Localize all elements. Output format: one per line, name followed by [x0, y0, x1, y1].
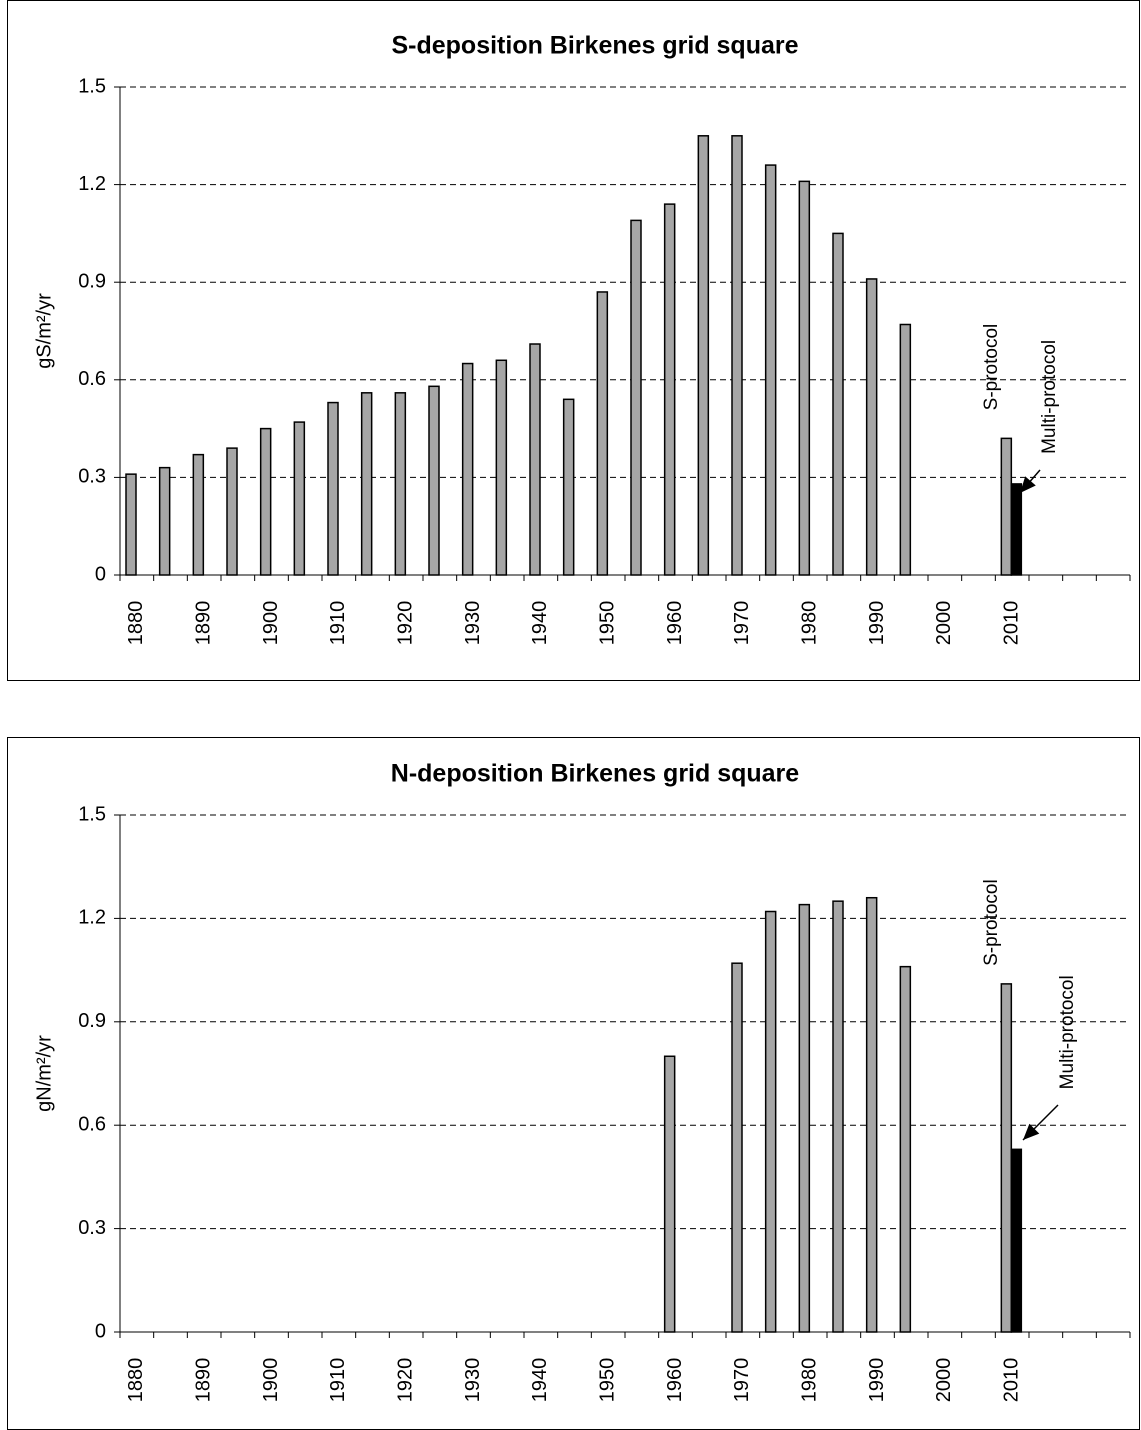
- bar: [697, 135, 710, 576]
- y-tick-label: 0: [95, 1320, 106, 1342]
- bar: [529, 343, 541, 576]
- annotation: S-protocol: [981, 324, 1002, 411]
- x-tick-label: 1950: [596, 601, 618, 646]
- x-tick-label: 1990: [866, 1358, 888, 1403]
- x-tick-label: 2010: [1000, 1358, 1022, 1403]
- x-tick-label: 1890: [192, 601, 214, 646]
- x-tick-label: 1990: [866, 601, 888, 646]
- y-tick-label: 1.5: [78, 75, 106, 97]
- x-tick-label: 1920: [394, 601, 416, 646]
- x-tick-label: 1880: [125, 601, 147, 646]
- panel-border: [7, 737, 1140, 1430]
- x-tick-label: 1900: [260, 1358, 282, 1403]
- bar: [1010, 483, 1023, 576]
- bar: [865, 896, 878, 1333]
- x-tick-label: 1930: [462, 601, 484, 646]
- y-tick-label: 0.6: [78, 368, 106, 390]
- bar: [832, 900, 844, 1333]
- y-tick-label: 1.5: [78, 803, 106, 825]
- y-tick-label: 1.2: [78, 907, 106, 929]
- x-tick-label: 1920: [394, 1358, 416, 1403]
- x-tick-label: 2000: [933, 601, 955, 646]
- y-tick-label: 0: [95, 563, 106, 585]
- bar: [899, 323, 912, 576]
- y-axis-label: gN/m²/yr: [33, 1035, 55, 1112]
- y-tick-label: 0.3: [78, 1217, 106, 1239]
- bar: [663, 1055, 676, 1333]
- chart-title: N-deposition Birkenes grid square: [391, 760, 800, 788]
- bar: [293, 421, 306, 576]
- bar: [394, 392, 407, 576]
- x-tick-label: 1910: [327, 601, 349, 646]
- bar: [259, 427, 272, 576]
- x-tick-label: 1930: [462, 1358, 484, 1403]
- bar: [764, 164, 777, 576]
- bar: [360, 392, 373, 576]
- x-tick-label: 1970: [731, 1358, 753, 1403]
- x-tick-label: 1890: [192, 1358, 214, 1403]
- arrow-head: [1023, 1123, 1040, 1140]
- bar: [731, 135, 743, 576]
- bar: [1000, 983, 1013, 1333]
- bar: [899, 965, 912, 1333]
- x-tick-label: 1970: [731, 601, 753, 646]
- bar: [226, 447, 238, 576]
- bar: [192, 453, 205, 576]
- bar: [764, 910, 777, 1333]
- y-tick-label: 0.3: [78, 466, 106, 488]
- y-tick-label: 0.9: [78, 1010, 106, 1032]
- x-tick-label: 2000: [933, 1358, 955, 1403]
- arrow-head: [1020, 476, 1036, 493]
- bar: [832, 232, 844, 576]
- bar: [865, 278, 878, 576]
- x-tick-label: 1940: [529, 1358, 551, 1403]
- x-tick-label: 1940: [529, 601, 551, 646]
- bar: [596, 291, 609, 576]
- bar: [731, 962, 743, 1333]
- x-tick-label: 1950: [596, 1358, 618, 1403]
- x-tick-label: 1980: [798, 1358, 820, 1403]
- y-tick-label: 1.2: [78, 173, 106, 195]
- chart-title: S-deposition Birkenes grid square: [391, 32, 798, 60]
- bar: [1010, 1148, 1023, 1333]
- x-tick-label: 1910: [327, 1358, 349, 1403]
- x-tick-label: 1960: [664, 1358, 686, 1403]
- x-tick-label: 1960: [664, 601, 686, 646]
- bar: [461, 362, 474, 576]
- bar: [798, 903, 811, 1333]
- bar: [125, 473, 137, 576]
- bar: [428, 385, 440, 576]
- bar: [798, 180, 811, 576]
- bar: [663, 203, 676, 576]
- y-tick-label: 0.9: [78, 270, 106, 292]
- x-tick-label: 1980: [798, 601, 820, 646]
- y-tick-label: 0.6: [78, 1113, 106, 1135]
- bar: [1000, 437, 1013, 576]
- x-tick-label: 2010: [1000, 601, 1022, 646]
- bar: [158, 466, 171, 576]
- bar: [630, 219, 642, 576]
- bar: [327, 401, 339, 576]
- annotation: S-protocol: [981, 879, 1002, 966]
- x-tick-label: 1880: [125, 1358, 147, 1403]
- annotation: Multi-protocol: [1039, 340, 1060, 454]
- x-tick-label: 1900: [260, 601, 282, 646]
- panel-border: [7, 0, 1140, 681]
- annotation: Multi-protocol: [1057, 975, 1078, 1089]
- y-axis-label: gS/m²/yr: [33, 293, 55, 369]
- bar: [495, 359, 508, 576]
- bar: [562, 398, 575, 576]
